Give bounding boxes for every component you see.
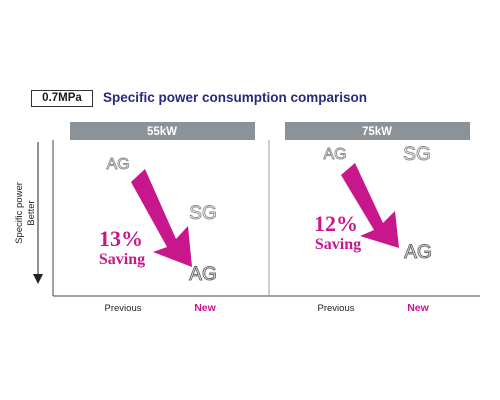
saving-arrow: [341, 163, 399, 248]
saving-percent: 12%: [314, 211, 358, 236]
y-axis-label-line2: Better: [26, 200, 37, 225]
pressure-badge: 0.7MPa: [31, 90, 93, 107]
saving-label: Saving: [99, 251, 145, 268]
panel-heading: 75kW: [362, 126, 392, 138]
model-ag-previous: AG: [323, 146, 346, 163]
panel-55kw: 55kW AG SG AG 13% Saving Previous New: [70, 122, 255, 314]
x-label-previous: Previous: [318, 303, 355, 314]
saving-arrow: [131, 169, 192, 267]
x-label-new: New: [407, 302, 429, 314]
x-label-previous: Previous: [105, 303, 142, 314]
model-ag-new: AG: [189, 264, 216, 285]
chart-title: Specific power consumption comparison: [103, 90, 368, 105]
panel-heading-bar: [70, 122, 255, 140]
model-ag-previous: AG: [106, 156, 129, 173]
y-axis-label: Specific power Better: [14, 182, 37, 244]
y-axis-label-line1: Specific power: [14, 182, 25, 244]
panel-heading: 55kW: [147, 126, 177, 138]
saving-percent: 13%: [99, 226, 143, 251]
model-ag-new: AG: [404, 242, 431, 263]
x-label-new: New: [194, 302, 216, 314]
panel-75kw: 75kW AG SG AG 12% Saving Previous New: [285, 122, 470, 314]
panel-heading-bar: [285, 122, 470, 140]
model-sg: SG: [189, 203, 216, 224]
model-sg: SG: [403, 144, 430, 165]
saving-label: Saving: [315, 236, 361, 253]
